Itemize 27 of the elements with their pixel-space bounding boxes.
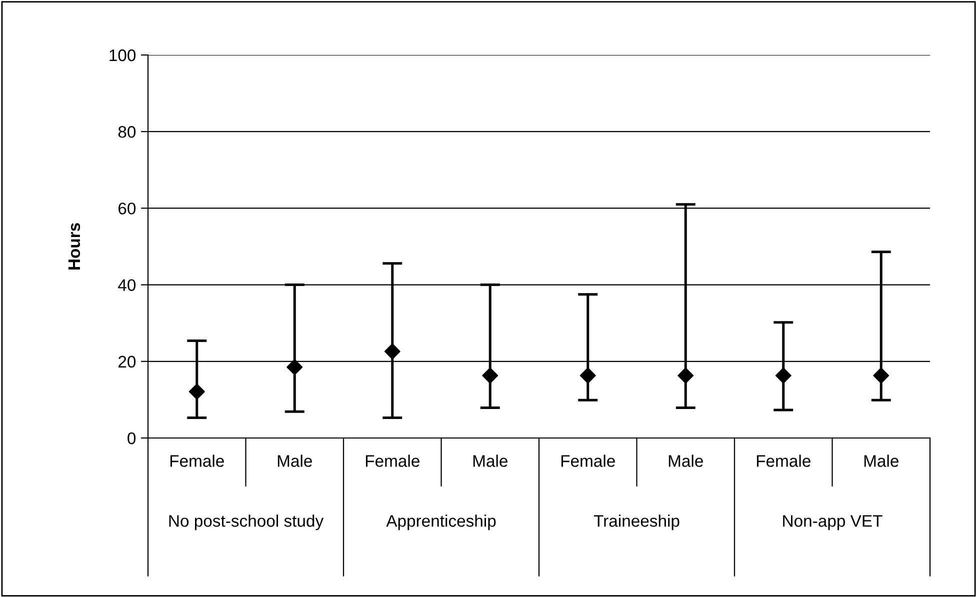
point <box>188 384 205 400</box>
y-axis-title: Hours <box>68 223 80 270</box>
y-tick-label: 20 <box>118 356 136 368</box>
x-tick-label: Male <box>473 454 508 467</box>
text: Apprenticeship <box>386 514 496 530</box>
text: No post-school study <box>169 514 324 530</box>
point <box>873 368 890 384</box>
y-tick-label: 80 <box>118 126 136 138</box>
text: Non-app VET <box>783 515 882 530</box>
text: Traineeship <box>594 514 680 530</box>
x-tick-label: Male <box>278 454 312 467</box>
y-tick-label: 60 <box>118 202 136 214</box>
y-tick-label: 40 <box>118 279 136 292</box>
x-tick-label: Female <box>170 454 224 467</box>
point <box>482 368 498 384</box>
x-tick-label: Female <box>366 454 420 467</box>
x-tick-label: Male <box>668 454 703 467</box>
y-tick-label: 0 <box>128 432 136 444</box>
point <box>775 368 792 384</box>
point <box>678 368 694 384</box>
x-tick-label: Female <box>756 454 810 467</box>
point <box>384 343 400 360</box>
x-tick-label: Female <box>561 454 615 467</box>
y-tick-label: 100 <box>110 49 136 62</box>
point <box>286 359 303 376</box>
x-tick-label: Male <box>864 454 898 467</box>
point <box>580 368 596 384</box>
